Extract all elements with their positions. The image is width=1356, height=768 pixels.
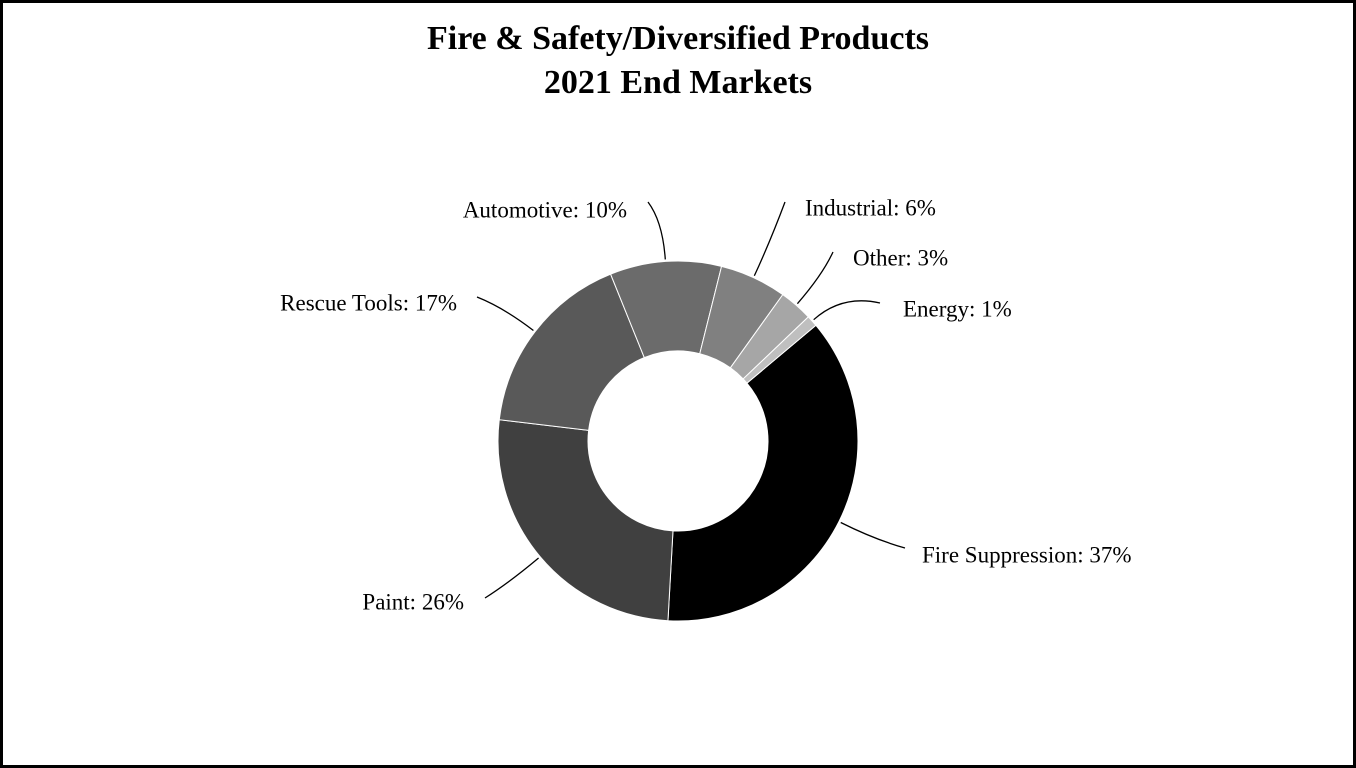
data-label: Fire Suppression: 37% xyxy=(922,542,1132,567)
data-label: Other: 3% xyxy=(853,245,948,270)
leader-line xyxy=(484,557,539,599)
leader-line xyxy=(813,300,881,321)
donut-slice xyxy=(497,419,674,622)
data-label: Energy: 1% xyxy=(903,296,1012,321)
data-label: Rescue Tools: 17% xyxy=(280,290,457,315)
chart-title: Fire & Safety/Diversified Products xyxy=(427,20,929,57)
leader-line xyxy=(647,201,666,260)
leader-line xyxy=(476,296,534,331)
data-label: Industrial: 6% xyxy=(805,195,936,220)
donut-slice xyxy=(498,273,645,431)
leader-line xyxy=(753,201,786,277)
chart-subtitle: 2021 End Markets xyxy=(544,64,812,101)
donut-slice xyxy=(667,324,859,622)
leader-line xyxy=(796,251,834,305)
donut-slice xyxy=(742,316,817,384)
data-label: Paint: 26% xyxy=(362,589,464,614)
data-label: Automotive: 10% xyxy=(463,197,627,222)
leader-line xyxy=(840,521,906,549)
